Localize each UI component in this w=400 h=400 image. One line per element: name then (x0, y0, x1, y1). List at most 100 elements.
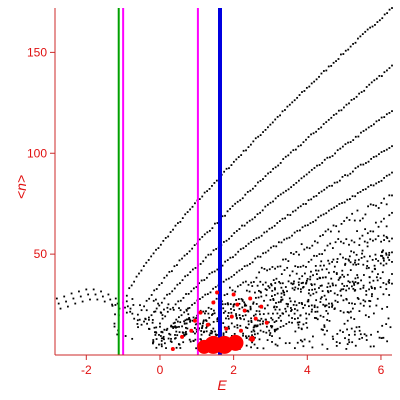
red-data-point (229, 314, 234, 319)
black-data-point (124, 335, 127, 337)
black-data-point (266, 304, 269, 307)
black-data-point (174, 303, 177, 306)
black-data-point (165, 347, 167, 349)
black-data-point (345, 216, 348, 219)
black-data-point (338, 342, 341, 345)
black-data-point (335, 112, 338, 115)
black-data-point (254, 291, 256, 294)
black-data-point (379, 262, 382, 265)
black-data-point (205, 330, 208, 333)
black-data-point (325, 69, 328, 72)
black-data-point (236, 326, 239, 329)
black-data-point (189, 320, 191, 323)
black-data-point (274, 118, 277, 121)
black-data-point (364, 300, 367, 303)
black-data-point (271, 289, 274, 292)
black-data-point (243, 265, 246, 268)
black-data-point (186, 274, 189, 277)
black-data-point (293, 318, 296, 320)
black-data-point (355, 253, 358, 256)
black-data-point (331, 155, 334, 157)
black-data-point (233, 232, 236, 234)
black-data-point (206, 190, 209, 193)
black-data-point (274, 197, 277, 200)
black-data-point (322, 303, 325, 306)
black-data-point (154, 334, 157, 336)
black-data-point (299, 314, 302, 317)
black-data-point (143, 305, 145, 308)
black-data-point (205, 325, 208, 328)
black-data-point (388, 279, 391, 281)
black-data-point (383, 71, 386, 74)
black-data-point (288, 236, 291, 239)
black-data-point (324, 276, 327, 279)
black-data-point (342, 53, 345, 55)
black-data-point (311, 346, 314, 349)
black-data-point (335, 272, 338, 274)
black-data-point (369, 203, 372, 206)
black-data-point (326, 286, 329, 288)
black-data-point (291, 283, 294, 286)
black-data-point (321, 161, 324, 164)
black-data-point (290, 308, 293, 311)
black-data-point (287, 188, 290, 191)
black-data-point (140, 323, 143, 326)
black-data-point (242, 247, 245, 250)
black-data-point (177, 222, 179, 224)
black-data-point (337, 278, 340, 281)
black-data-point (245, 335, 247, 338)
black-data-point (158, 333, 160, 336)
black-data-point (376, 279, 379, 282)
black-data-point (365, 334, 368, 337)
black-data-point (391, 110, 393, 113)
black-data-point (367, 316, 370, 318)
black-data-point (300, 144, 302, 147)
black-data-point (164, 237, 167, 239)
black-data-point (339, 310, 342, 312)
black-data-point (298, 277, 301, 280)
red-data-point (211, 300, 216, 305)
black-data-point (343, 220, 346, 222)
black-data-point (315, 78, 318, 81)
black-data-point (332, 224, 335, 227)
black-data-point (256, 255, 259, 258)
black-data-point (221, 215, 224, 218)
black-data-point (297, 287, 299, 290)
black-data-point (172, 308, 175, 311)
black-data-point (318, 192, 320, 194)
black-data-point (298, 302, 301, 304)
black-data-point (317, 216, 320, 219)
black-data-point (388, 112, 391, 114)
black-data-point (388, 214, 391, 217)
black-data-point (301, 340, 304, 343)
black-data-point (182, 332, 185, 334)
black-data-point (366, 260, 369, 263)
black-data-point (252, 314, 255, 317)
black-data-point (310, 258, 313, 261)
black-data-point (359, 333, 362, 336)
black-data-point (342, 256, 344, 259)
black-data-point (216, 222, 219, 224)
black-data-point (327, 65, 330, 68)
black-data-point (348, 255, 351, 258)
black-data-point (270, 325, 272, 327)
black-data-point (364, 314, 367, 317)
black-data-point (338, 277, 341, 280)
black-data-point (210, 253, 212, 256)
black-data-point (301, 91, 303, 93)
black-data-point (129, 310, 132, 313)
black-data-point (339, 329, 342, 332)
x-tick-label: 2 (230, 363, 237, 377)
plot-area (55, 7, 393, 355)
black-data-point (187, 293, 190, 295)
black-data-point (380, 116, 383, 119)
black-data-point (322, 315, 325, 318)
black-data-point (360, 279, 362, 282)
black-data-point (306, 326, 309, 329)
black-data-point (297, 326, 300, 329)
black-data-point (153, 289, 156, 292)
black-data-point (279, 162, 282, 164)
black-data-point (259, 313, 261, 316)
black-data-point (238, 302, 241, 305)
black-data-point (297, 317, 299, 320)
